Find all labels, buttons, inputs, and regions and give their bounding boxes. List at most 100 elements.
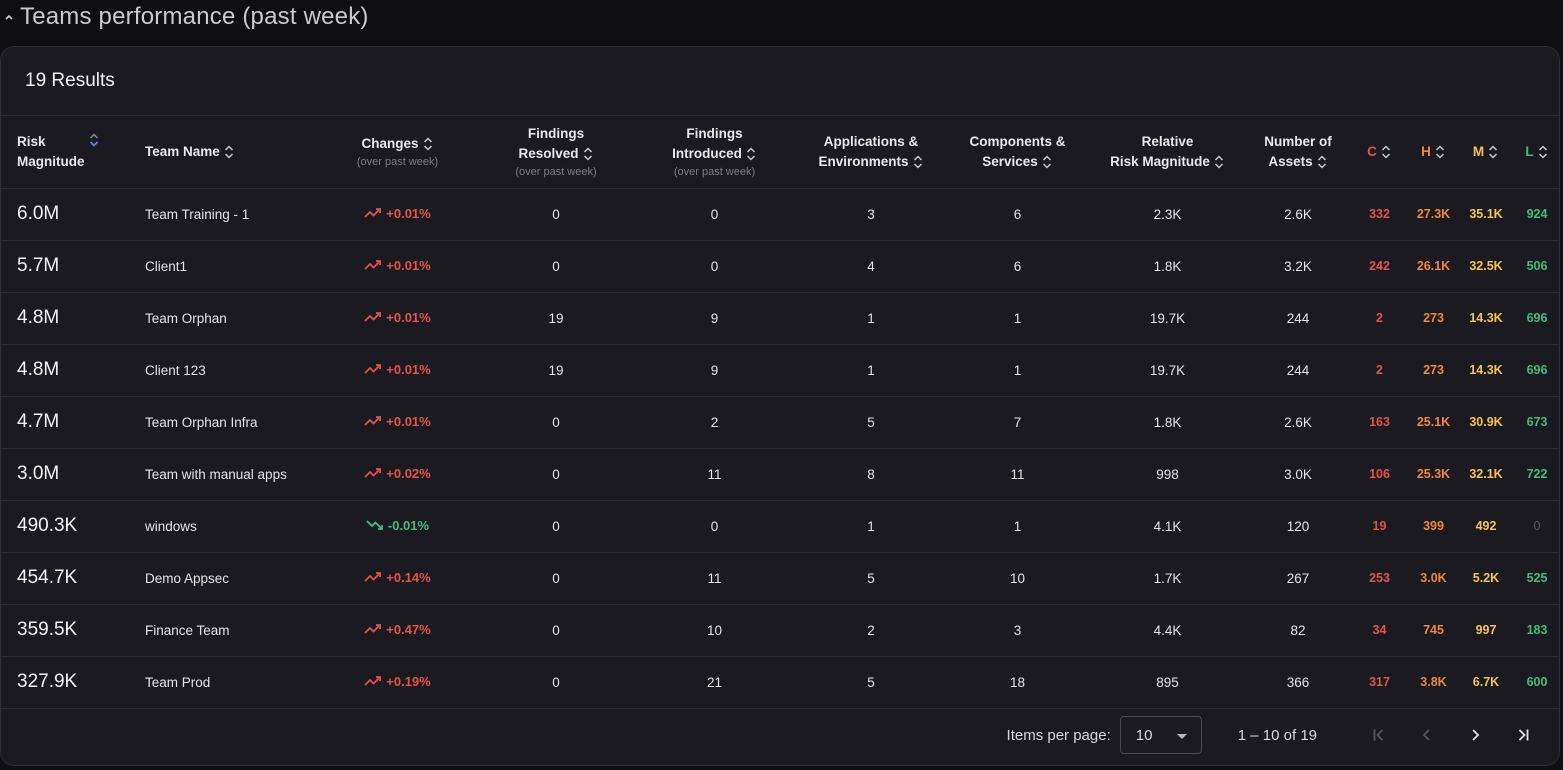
items-per-page-select[interactable]: 10 (1119, 716, 1202, 754)
chevron-up-icon[interactable] (0, 8, 18, 26)
col-changes[interactable]: Changes (over past week) (315, 116, 480, 188)
team-name-cell[interactable]: windows (145, 518, 197, 534)
col-low[interactable]: L (1513, 116, 1559, 188)
previous-page-icon[interactable] (1403, 715, 1451, 755)
col-risk-magnitude[interactable]: Risk Magnitude (1, 116, 135, 188)
col-critical[interactable]: C (1351, 116, 1408, 188)
col-applications-environments[interactable]: Applications & Environments (797, 116, 945, 188)
sort-arrows-icon[interactable] (1316, 154, 1328, 170)
last-page-icon[interactable] (1499, 715, 1547, 755)
table-row[interactable]: 490.3K windows -0.01% 0 0 1 1 4.1K 120 19 399 492 0 (1, 500, 1559, 552)
col-label: Environments (818, 153, 909, 169)
components-cell: 18 (1009, 674, 1026, 690)
sort-arrows-icon[interactable] (422, 136, 434, 152)
change-value: -0.01% (387, 517, 430, 533)
team-name-cell[interactable]: Team Training - 1 (145, 206, 250, 222)
team-name-cell[interactable]: Team Prod (145, 674, 211, 690)
sort-arrows-icon[interactable] (1537, 144, 1549, 160)
col-sublabel: (over past week) (515, 165, 597, 178)
col-relative-risk-magnitude[interactable]: Relative Risk Magnitude (1090, 116, 1245, 188)
assets-cell: 3.0K (1284, 466, 1312, 482)
sort-arrows-icon[interactable] (1434, 144, 1446, 160)
team-name-cell[interactable]: Team Orphan (145, 310, 227, 326)
sort-arrows-icon[interactable] (223, 144, 235, 160)
table-row[interactable]: 6.0M Team Training - 1 +0.01% 0 0 3 6 2.3K 2.6K 3… (1, 188, 1559, 240)
col-label: Assets (1268, 153, 1313, 169)
sort-arrows-icon[interactable] (1213, 154, 1225, 170)
findings-resolved-cell: 0 (552, 466, 560, 482)
components-cell: 7 (1013, 414, 1022, 430)
relative-risk-cell: 1.8K (1153, 258, 1182, 274)
components-cell: 1 (1013, 362, 1022, 378)
findings-introduced-cell: 0 (710, 206, 719, 222)
changes-cell: +0.01% (315, 240, 480, 292)
col-label: Number of (1264, 133, 1332, 149)
sort-arrows-icon[interactable] (912, 154, 924, 170)
col-label: Changes (361, 135, 419, 151)
col-number-of-assets[interactable]: Number of Assets (1245, 116, 1351, 188)
trending-up-icon (364, 363, 386, 375)
col-findings-resolved[interactable]: Findings Resolved (over past week) (480, 116, 632, 188)
sort-arrows-icon[interactable] (582, 146, 594, 162)
change-value: +0.01% (386, 361, 431, 377)
team-name-cell[interactable]: Team with manual apps (145, 466, 287, 482)
first-page-icon[interactable] (1355, 715, 1403, 755)
change-value: +0.01% (386, 257, 431, 273)
low-count-cell: 525 (1526, 571, 1548, 585)
findings-introduced-cell: 2 (710, 414, 719, 430)
col-label: C (1367, 143, 1377, 159)
next-page-icon[interactable] (1451, 715, 1499, 755)
team-name-cell[interactable]: Finance Team (145, 622, 230, 638)
sort-arrows-icon[interactable] (1380, 144, 1392, 160)
critical-count-cell: 163 (1369, 415, 1390, 429)
table-row[interactable]: 454.7K Demo Appsec +0.14% 0 11 5 10 1.7K 267 253 3… (1, 552, 1559, 604)
sort-arrows-icon[interactable] (1487, 144, 1499, 160)
change-indicator: +0.14% (364, 570, 431, 585)
table-row[interactable]: 3.0M Team with manual apps +0.02% 0 11 8 11 998… (1, 448, 1559, 500)
applications-cell: 5 (867, 674, 875, 690)
team-name-cell[interactable]: Demo Appsec (145, 570, 230, 586)
trending-up-icon (364, 571, 386, 583)
table-row[interactable]: 4.8M Client 123 +0.01% 19 9 1 1 19.7K 244 2 273 14.… (1, 344, 1559, 396)
critical-count-cell: 317 (1369, 675, 1390, 689)
table-header-row: Risk Magnitude Team Name Changes (over p… (1, 116, 1559, 188)
changes-cell: +0.02% (315, 448, 480, 500)
sort-active-icon[interactable] (88, 132, 100, 148)
medium-count-cell: 32.1K (1469, 467, 1503, 481)
col-label: Team Name (145, 143, 220, 159)
table-row[interactable]: 327.9K Team Prod +0.19% 0 21 5 18 895 366 317 3.8K… (1, 656, 1559, 708)
risk-magnitude-cell: 359.5K (17, 619, 78, 640)
critical-count-cell: 2 (1376, 363, 1383, 377)
col-team-name[interactable]: Team Name (135, 116, 315, 188)
assets-cell: 244 (1286, 310, 1310, 326)
team-name-cell[interactable]: Client1 (145, 258, 188, 274)
sort-arrows-icon[interactable] (745, 146, 757, 162)
critical-count-cell: 106 (1369, 467, 1390, 481)
col-high[interactable]: H (1408, 116, 1459, 188)
table-row[interactable]: 5.7M Client1 +0.01% 0 0 4 6 1.8K 3.2K 242 26.1K 32.… (1, 240, 1559, 292)
col-findings-introduced[interactable]: Findings Introduced (over past week) (632, 116, 797, 188)
table-row[interactable]: 359.5K Finance Team +0.47% 0 10 2 3 4.4K 82 34 745… (1, 604, 1559, 656)
findings-introduced-cell: 11 (707, 466, 722, 482)
high-count-cell: 3.8K (1420, 675, 1447, 689)
team-name-cell[interactable]: Client 123 (145, 362, 206, 378)
team-name-cell[interactable]: Team Orphan Infra (145, 414, 258, 430)
components-cell: 11 (1010, 466, 1025, 482)
col-sublabel: (over past week) (356, 155, 439, 168)
col-label: Relative (1141, 133, 1194, 149)
col-medium[interactable]: M (1459, 116, 1513, 188)
relative-risk-cell: 2.3K (1153, 206, 1182, 222)
assets-cell: 82 (1290, 622, 1306, 638)
change-indicator: +0.02% (364, 466, 431, 481)
table-row[interactable]: 4.8M Team Orphan +0.01% 19 9 1 1 19.7K 244 2 273 14… (1, 292, 1559, 344)
assets-cell: 2.6K (1284, 414, 1312, 430)
sort-arrows-icon[interactable] (1041, 154, 1053, 170)
section-header: Teams performance (past week) (0, 0, 369, 34)
col-label: Services (982, 153, 1038, 169)
paginator: Items per page: 10 1 – 10 of 19 (1, 705, 1559, 765)
medium-count-cell: 6.7K (1472, 675, 1500, 689)
low-count-cell: 722 (1526, 467, 1548, 481)
col-components-services[interactable]: Components & Services (945, 116, 1090, 188)
table-row[interactable]: 4.7M Team Orphan Infra +0.01% 0 2 5 7 1.8K 2.6K 1… (1, 396, 1559, 448)
medium-count-cell: 5.2K (1472, 571, 1500, 585)
